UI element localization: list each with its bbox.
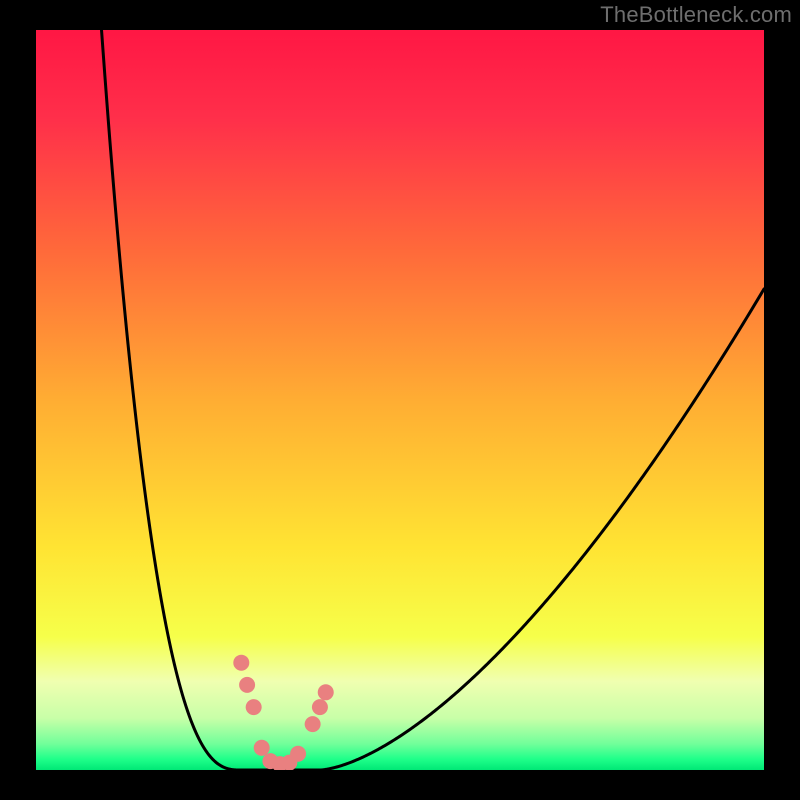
curve-marker — [239, 677, 255, 693]
bottleneck-curve-plot — [36, 30, 764, 770]
curve-marker — [254, 740, 270, 756]
curve-marker — [318, 684, 334, 700]
curve-marker — [290, 746, 306, 762]
plot-background — [36, 30, 764, 770]
curve-marker — [233, 655, 249, 671]
watermark-text: TheBottleneck.com — [600, 2, 792, 28]
curve-marker — [246, 699, 262, 715]
curve-marker — [312, 699, 328, 715]
curve-marker — [305, 716, 321, 732]
